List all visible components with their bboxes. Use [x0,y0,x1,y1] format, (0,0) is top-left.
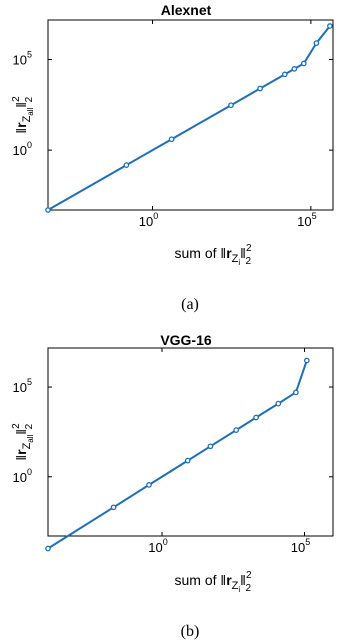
data-point [281,71,288,78]
data-point [303,357,310,364]
data-point [275,400,282,407]
chart-title: VGG-16 [160,332,212,348]
y-ticks: 100 105 [13,49,333,158]
svg-text:sum of ‖rZi‖22: sum of ‖rZi‖2 2 [174,570,251,594]
data-point [184,457,191,464]
chart-alexnet: Alexnet 100 105 100 105 ‖rZall‖2 2 sum of ‖… [11,2,334,313]
y-tick-label: 105 [13,377,32,395]
plot-frame [47,19,334,211]
svg-text:‖rZall‖22: ‖rZall‖2 2 [11,423,35,461]
data-point [207,443,214,450]
y-axis-label: ‖rZall‖2 2 [11,423,35,461]
data-point [233,427,240,433]
y-tick-label: 100 [13,467,32,485]
data-point [293,389,299,396]
data-point [300,60,307,67]
plot-marks [45,357,310,552]
y-axis-label: ‖rZall‖2 2 [11,96,35,134]
series-line [47,360,308,550]
data-point [146,482,152,488]
data-point [228,102,234,109]
chart-title: Alexnet [161,2,212,18]
caption: (a) [181,296,199,313]
x-tick-label: 105 [297,211,316,229]
x-axis-label: sum of ‖rZi‖2 2 [174,243,251,267]
x-tick-label: 100 [139,211,158,229]
series-line [47,25,331,211]
data-point [123,162,130,168]
y-ticks: 100 105 [13,377,333,485]
x-ticks: 100 105 [148,348,310,555]
plot-marks [45,23,333,213]
x-tick-label: 100 [148,537,167,555]
data-point [291,66,298,72]
x-ticks: 100 105 [139,20,317,229]
data-point [168,136,175,143]
data-point [110,504,117,511]
data-point [45,207,51,213]
plot-frame [47,347,334,537]
svg-text:sum of ‖rZi‖22: sum of ‖rZi‖2 2 [174,243,251,267]
data-point [45,545,51,552]
svg-text:‖rZall‖22: ‖rZall‖2 2 [11,96,35,134]
y-tick-label: 105 [13,49,32,67]
y-tick-label: 100 [13,140,32,158]
x-axis-label: sum of ‖rZi‖2 2 [174,570,251,594]
data-point [253,414,259,421]
data-point [313,40,320,46]
data-point [327,23,333,29]
chart-vgg16: VGG-16 100 105 100 105 ‖rZall‖2 2 sum of ‖r… [11,332,334,640]
x-tick-label: 105 [291,537,310,555]
data-point [257,85,263,92]
caption: (b) [181,623,200,640]
